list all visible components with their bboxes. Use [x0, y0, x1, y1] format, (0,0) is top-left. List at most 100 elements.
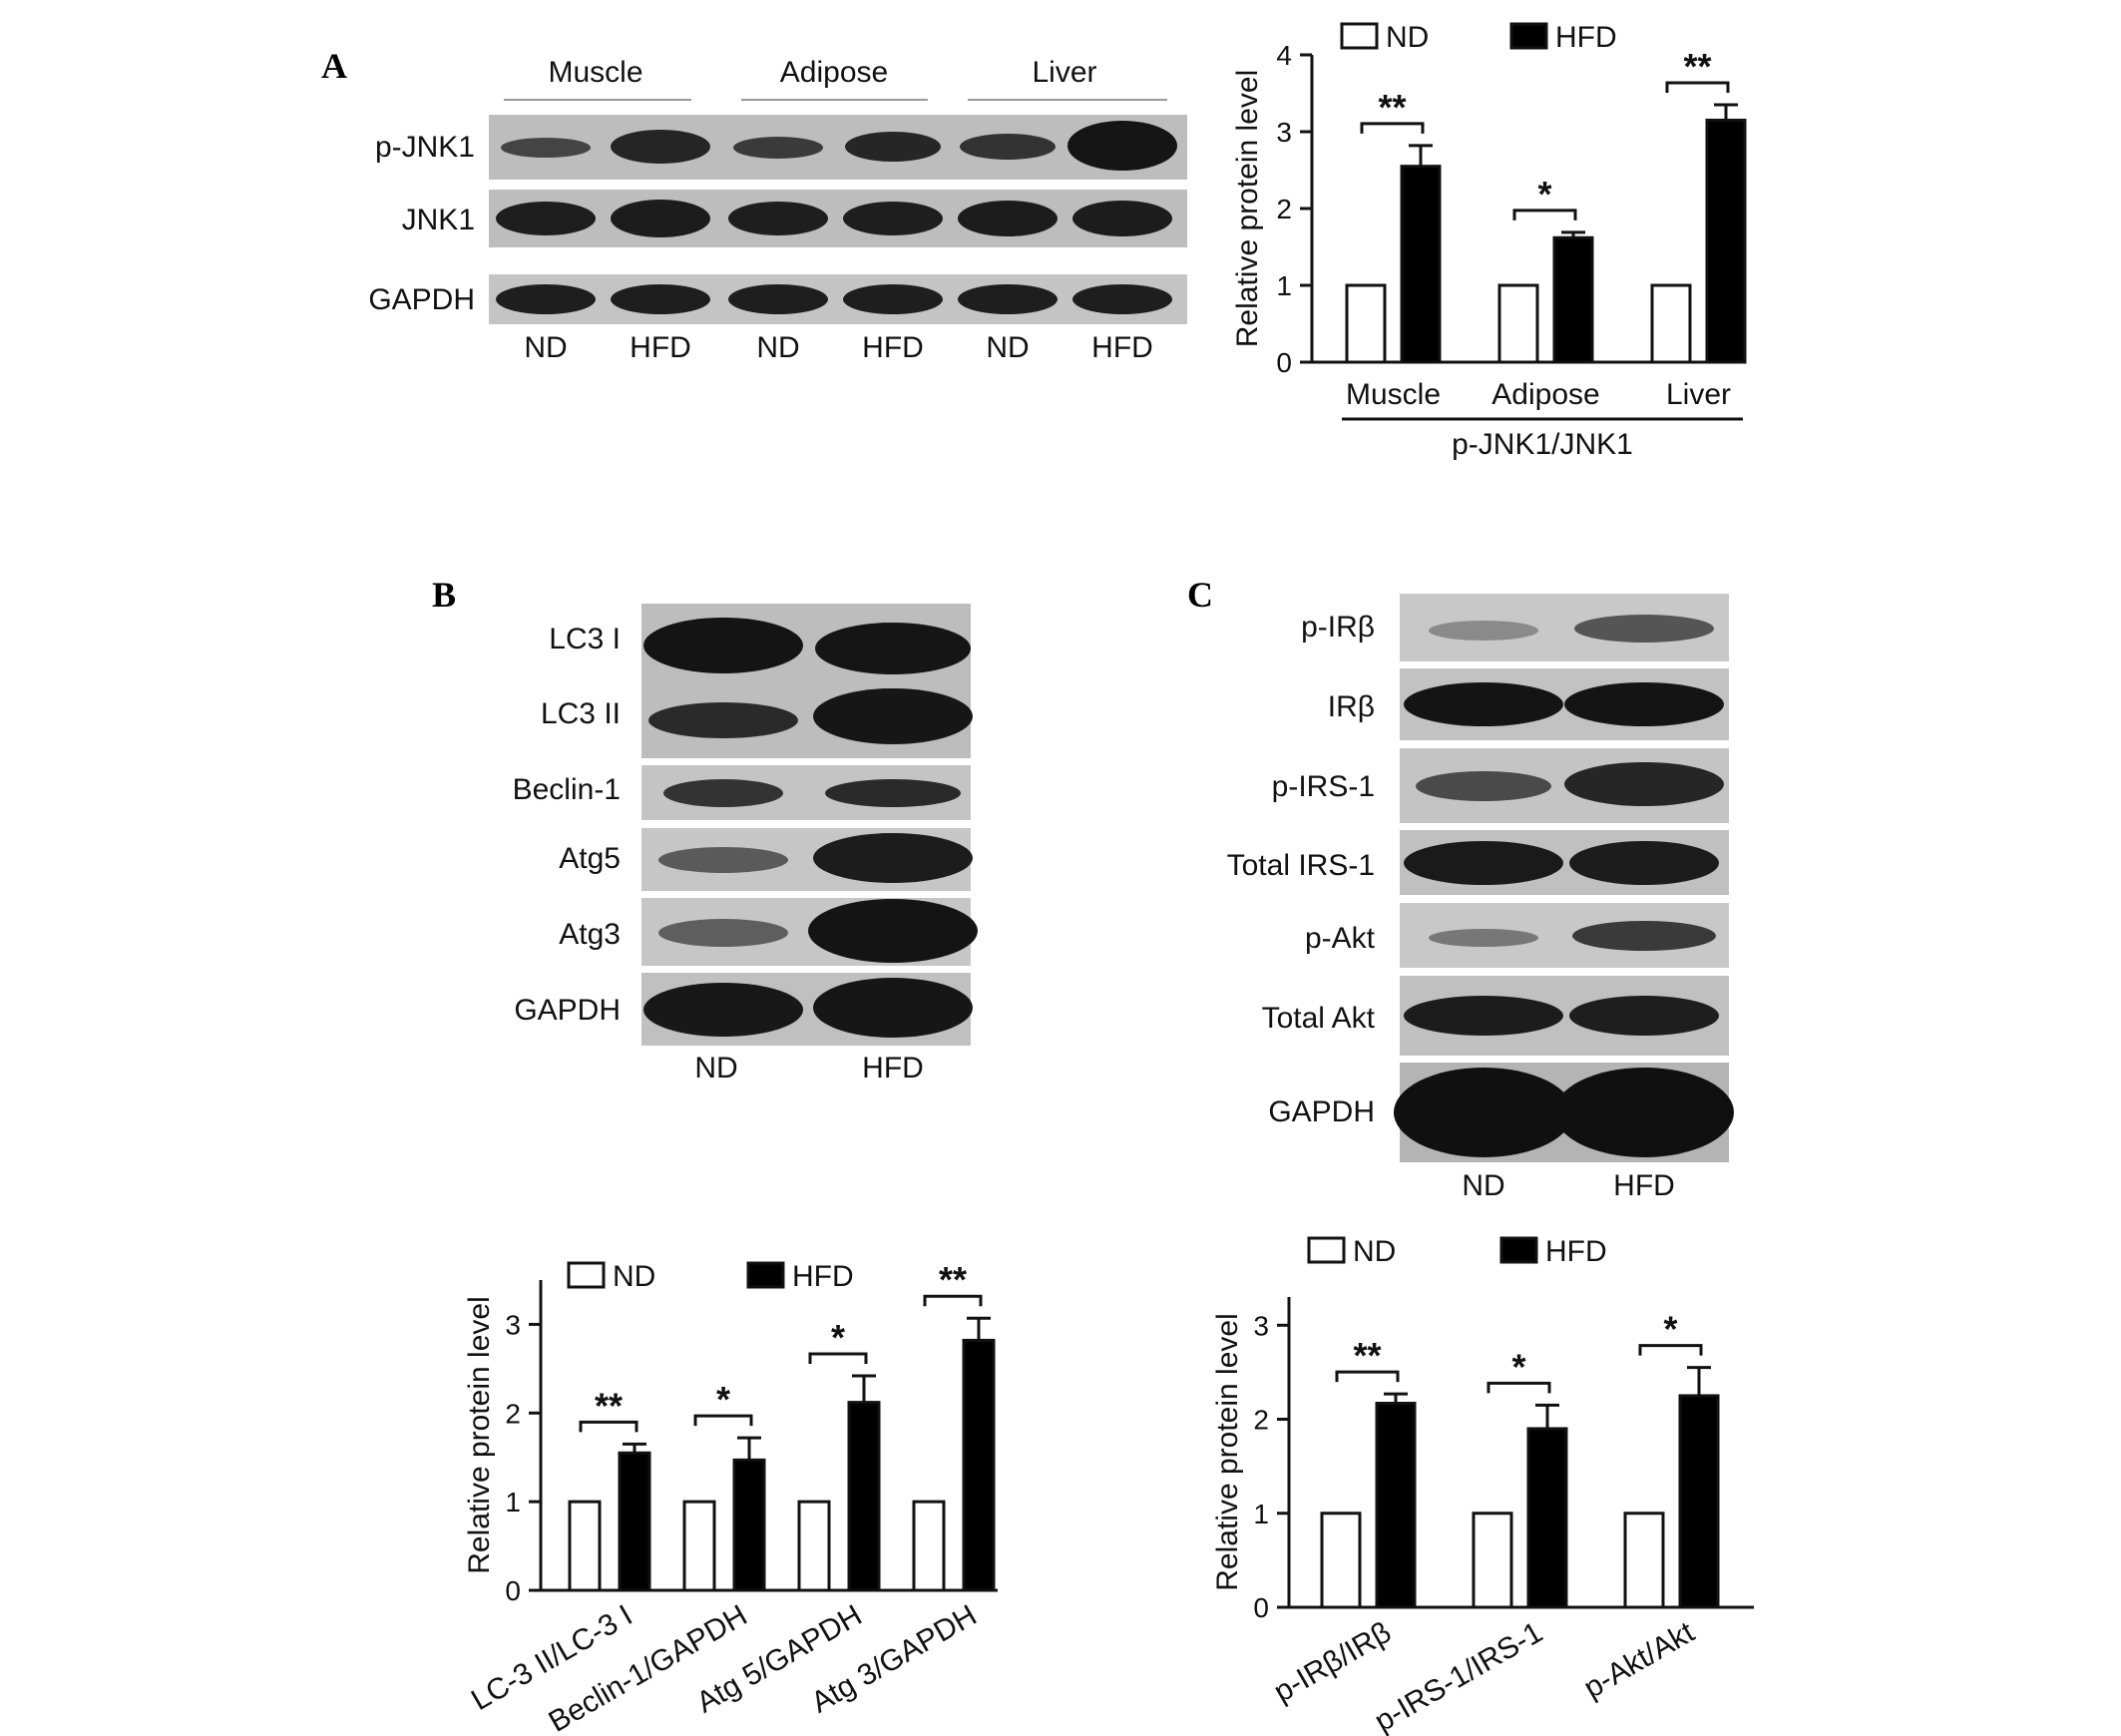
blot-band	[1429, 929, 1538, 947]
blot-band	[1404, 996, 1563, 1036]
bar-nd	[1345, 283, 1387, 364]
blot-row-label: GAPDH	[1268, 1095, 1375, 1128]
blot-band	[1572, 921, 1716, 951]
bar-hfd	[1705, 118, 1747, 364]
bar-nd	[912, 1500, 946, 1592]
blot-row-label: p-IRβ	[1301, 611, 1375, 644]
blot-band	[1554, 1068, 1734, 1157]
blot-band	[663, 779, 783, 807]
blot-band	[808, 899, 978, 963]
bar-nd	[797, 1500, 831, 1592]
significance-bracket	[1638, 1344, 1703, 1356]
significance-bracket	[1665, 81, 1730, 94]
blot-band	[1404, 841, 1563, 885]
legend-swatch-hfd	[746, 1261, 785, 1289]
blot-band	[843, 202, 943, 235]
significance-marker: *	[1537, 174, 1551, 215]
blot-lane-label: HFD	[1613, 1169, 1675, 1202]
blot-band	[728, 284, 828, 314]
significance-bracket	[1335, 1370, 1400, 1383]
blot-band	[813, 833, 973, 883]
blot-lane-label: HFD	[630, 331, 691, 364]
blot-band	[825, 779, 961, 807]
bar-nd	[682, 1500, 716, 1592]
panel-c-blot	[1394, 594, 1734, 1162]
category-label: p-Akt/Akt	[1578, 1615, 1700, 1705]
y-tick-label: 4	[1276, 40, 1292, 71]
legend-swatch-hfd	[1499, 1236, 1538, 1264]
category-label: Beclin-1/GAPDH	[544, 1598, 753, 1736]
blot-band	[813, 688, 973, 744]
significance-bracket	[808, 1352, 868, 1364]
y-tick-label: 2	[505, 1398, 521, 1429]
blot-band	[813, 978, 973, 1038]
blot-band	[496, 202, 596, 235]
blot-band	[648, 702, 798, 738]
significance-marker: *	[1511, 1346, 1525, 1387]
blot-band	[733, 137, 823, 159]
panel-a-tissue-label: Muscle	[548, 56, 642, 89]
blot-band	[960, 134, 1056, 160]
y-tick-label: 2	[1276, 194, 1292, 224]
y-axis-label: Relative protein level	[1231, 70, 1264, 347]
category-label: Muscle	[1346, 378, 1441, 411]
y-tick-label: 3	[505, 1309, 521, 1340]
blot-band	[1564, 762, 1724, 806]
category-label: Liver	[1666, 378, 1731, 411]
blot-row-label: p-IRS-1	[1272, 770, 1375, 803]
blot-lane-label: HFD	[862, 1052, 924, 1085]
blot-lane-label: ND	[756, 331, 799, 364]
blot-row-label: p-JNK1	[375, 131, 475, 164]
bar-hfd	[618, 1451, 651, 1592]
panel-a-blot	[489, 115, 1187, 324]
category-label: Adipose	[1491, 378, 1599, 411]
blot-row-label: Beclin-1	[513, 773, 621, 806]
bar-hfd	[962, 1338, 996, 1592]
legend-label-hfd: HFD	[1545, 1235, 1607, 1268]
blot-band	[958, 284, 1058, 314]
blot-lane-label: ND	[986, 331, 1029, 364]
legend-swatch-nd	[567, 1261, 606, 1289]
bar-nd	[1623, 1512, 1665, 1609]
blot-row-label: JNK1	[402, 204, 475, 236]
blot-row-label: LC3 II	[541, 697, 621, 730]
category-label: p-IRS-1/IRS-1	[1369, 1615, 1548, 1736]
blot-band	[845, 132, 941, 162]
significance-marker: **	[1683, 46, 1711, 87]
panel-b-blot	[641, 604, 978, 1046]
bar-hfd	[1678, 1394, 1720, 1609]
bar-hfd	[1400, 165, 1442, 364]
blot-band	[1569, 996, 1719, 1036]
legend-swatch-hfd	[1509, 22, 1548, 50]
blot-band	[643, 618, 803, 673]
blot-band	[1574, 615, 1714, 643]
blot-lane-label: HFD	[862, 331, 924, 364]
bar-hfd	[1526, 1427, 1568, 1609]
significance-marker: **	[939, 1259, 967, 1300]
blot-row-label: IRβ	[1328, 690, 1375, 723]
blot-lane-label: ND	[694, 1052, 737, 1085]
blot-band	[496, 284, 596, 314]
blot-band	[728, 202, 828, 235]
legend-swatch-nd	[1340, 22, 1379, 50]
significance-bracket	[579, 1420, 638, 1433]
y-tick-label: 1	[505, 1487, 521, 1518]
blot-band	[1072, 284, 1172, 314]
category-label: p-IRβ/IRβ	[1268, 1615, 1397, 1708]
bar-nd	[568, 1500, 602, 1592]
bar-hfd	[1375, 1401, 1417, 1609]
blot-band	[1569, 841, 1719, 885]
blot-row-label: Atg5	[559, 842, 621, 875]
legend-label-nd: ND	[613, 1260, 655, 1293]
blot-strip	[489, 274, 1187, 324]
panel-a-tissue-label: Adipose	[780, 56, 888, 89]
panel-c-letter: C	[1187, 575, 1213, 615]
panel-b-letter: B	[432, 575, 456, 615]
blot-row-label: Total Akt	[1262, 1002, 1376, 1035]
significance-bracket	[693, 1414, 753, 1427]
significance-marker: *	[831, 1317, 845, 1358]
y-axis-label: Relative protein level	[1211, 1313, 1244, 1590]
blot-row-label: Total IRS-1	[1227, 849, 1375, 882]
